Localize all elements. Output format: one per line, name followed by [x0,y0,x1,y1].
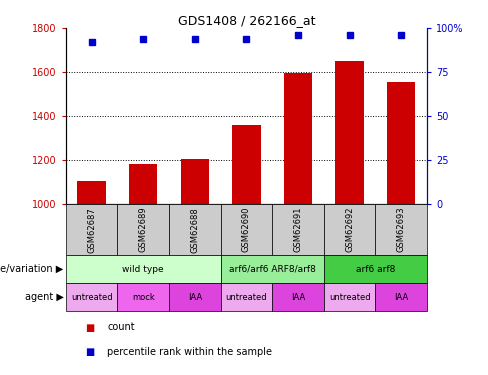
Text: GSM62687: GSM62687 [87,207,96,253]
Bar [181,159,209,204]
Bar [272,283,324,311]
Bar [324,283,375,311]
Text: arf6/arf6 ARF8/arf8: arf6/arf6 ARF8/arf8 [229,265,316,274]
Bar [232,125,261,204]
Bar [118,283,169,311]
Text: count: count [107,322,135,333]
Text: arf6 arf8: arf6 arf8 [356,265,395,274]
Text: GSM62689: GSM62689 [139,207,148,252]
Text: genotype/variation ▶: genotype/variation ▶ [0,264,63,274]
Text: GSM62688: GSM62688 [190,207,200,253]
Title: GDS1408 / 262166_at: GDS1408 / 262166_at [178,14,315,27]
Bar [324,255,427,283]
Bar [66,204,118,255]
Bar [284,73,312,204]
Text: IAA: IAA [291,292,305,302]
Text: untreated: untreated [71,292,113,302]
Bar [221,204,272,255]
Text: wild type: wild type [122,265,164,274]
Text: GSM62692: GSM62692 [345,207,354,252]
Bar [221,255,324,283]
Text: ■: ■ [85,322,95,333]
Text: percentile rank within the sample: percentile rank within the sample [107,347,272,357]
Bar [272,204,324,255]
Text: agent ▶: agent ▶ [24,292,63,302]
Bar [221,283,272,311]
Bar [375,283,427,311]
Bar [129,164,158,204]
Bar [66,255,221,283]
Bar [324,204,375,255]
Bar [387,82,415,204]
Text: untreated: untreated [329,292,370,302]
Bar [118,204,169,255]
Bar [169,204,221,255]
Bar [78,181,106,204]
Bar [335,61,364,204]
Text: mock: mock [132,292,155,302]
Bar [66,283,118,311]
Text: IAA: IAA [394,292,408,302]
Text: GSM62690: GSM62690 [242,207,251,252]
Bar [169,283,221,311]
Text: untreated: untreated [225,292,267,302]
Bar [375,204,427,255]
Text: IAA: IAA [188,292,202,302]
Text: GSM62693: GSM62693 [397,207,406,252]
Text: ■: ■ [85,347,95,357]
Text: GSM62691: GSM62691 [293,207,303,252]
